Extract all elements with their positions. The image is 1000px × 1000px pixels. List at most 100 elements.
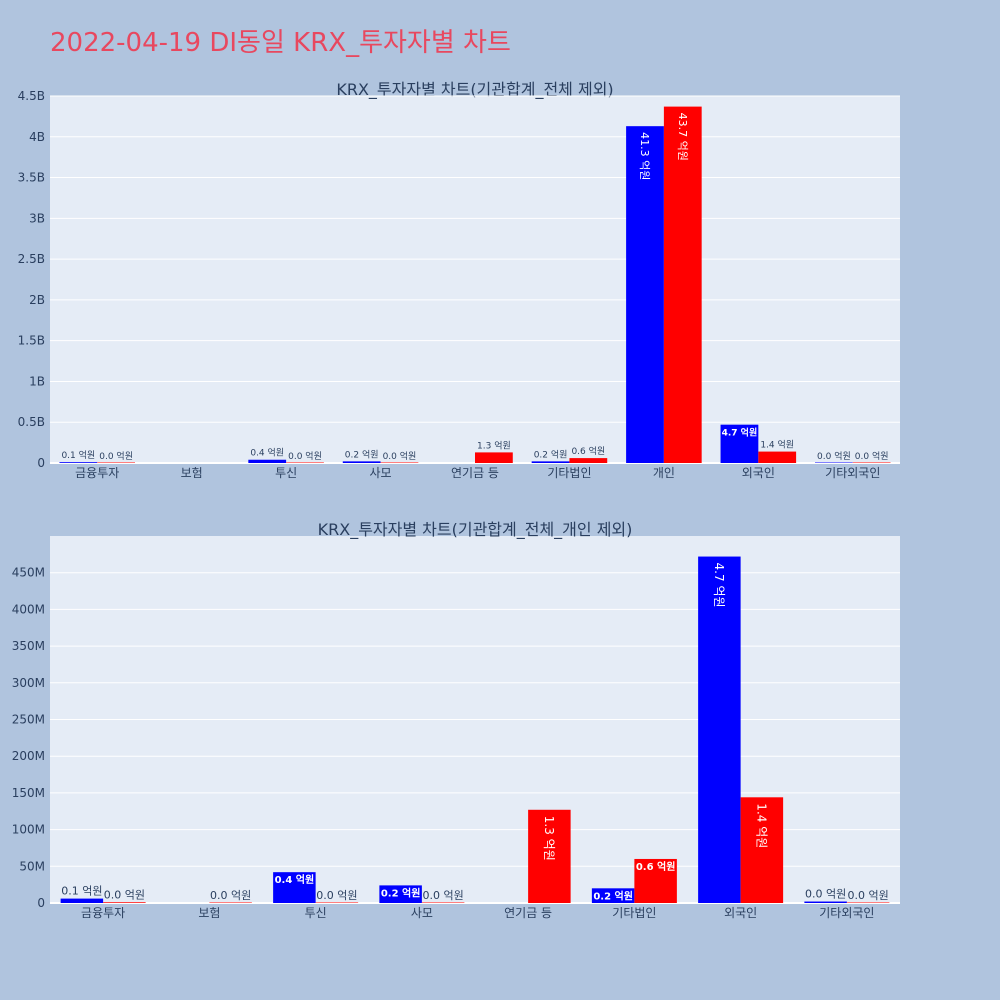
bar-value-label: 0.6 억원 <box>571 445 605 457</box>
y-tick-label: 300M <box>12 676 45 690</box>
bar-value-label: 4.7 억원 <box>712 563 726 608</box>
bar-value-label: 0.2 억원 <box>345 448 379 460</box>
x-tick-label: 기타법인 <box>612 906 656 920</box>
x-tick-label: 기타외국인 <box>825 466 880 480</box>
y-tick-label: 1B <box>29 374 45 388</box>
bar-sell <box>209 902 252 903</box>
bar-value-label: 0.0 억원 <box>104 888 145 901</box>
y-tick-label: 250M <box>12 713 45 727</box>
bar-sell <box>758 451 797 463</box>
bar-buy <box>804 901 847 903</box>
bar-buy <box>273 872 316 903</box>
bar-sell <box>569 458 608 463</box>
x-tick-label: 사모 <box>411 906 433 920</box>
chart-title: KRX_투자자별 차트(기관합계_전체_개인 제외) <box>318 520 633 540</box>
bar-sell <box>475 452 513 463</box>
y-tick-label: 3.5B <box>18 171 45 185</box>
x-tick-label: 외국인 <box>742 466 775 480</box>
x-tick-label: 기타법인 <box>547 466 591 480</box>
y-tick-label: 3B <box>29 211 45 225</box>
y-tick-label: 0 <box>37 896 45 910</box>
y-tick-label: 1.5B <box>18 334 45 348</box>
bar-sell <box>663 106 702 463</box>
bar-value-label: 0.0 억원 <box>805 888 846 901</box>
x-tick-label: 외국인 <box>724 906 757 920</box>
bar-buy <box>248 459 287 463</box>
bar-sell <box>634 858 677 903</box>
bar-value-label: 1.3 억원 <box>542 816 556 861</box>
bar-value-label: 0.0 억원 <box>210 889 251 902</box>
y-tick-label: 2.5B <box>18 252 45 266</box>
chart-title: KRX_투자자별 차트(기관합계_전체 제외) <box>336 80 613 100</box>
y-tick-label: 0 <box>37 456 45 470</box>
x-tick-label: 금융투자 <box>75 466 119 480</box>
x-tick-label: 연기금 등 <box>451 466 499 480</box>
y-tick-label: 450M <box>12 566 45 580</box>
bar-value-label: 4.7 억원 <box>722 427 758 439</box>
y-tick-label: 150M <box>12 786 45 800</box>
y-tick-label: 2B <box>29 293 45 307</box>
bar-value-label: 0.1 억원 <box>61 449 95 461</box>
bar-value-label: 0.6 억원 <box>636 860 676 873</box>
x-tick-label: 개인 <box>653 466 675 480</box>
bar-value-label: 0.2 억원 <box>593 889 633 902</box>
bar-value-label: 0.0 억원 <box>423 889 464 902</box>
bar-sell <box>852 462 891 463</box>
bar-sell <box>846 902 890 903</box>
bar-value-label: 43.7 억원 <box>676 113 689 161</box>
x-tick-label: 보험 <box>181 466 203 480</box>
bar-buy <box>342 461 381 463</box>
y-tick-label: 350M <box>12 639 45 653</box>
bar-sell <box>103 902 146 903</box>
bar-buy <box>591 888 635 903</box>
x-tick-label: 금융투자 <box>81 906 125 920</box>
bar-sell <box>380 462 419 463</box>
bar-sell <box>528 809 571 903</box>
bar-value-label: 1.3 억원 <box>477 439 511 451</box>
y-tick-label: 50M <box>19 859 45 873</box>
bar-value-label: 1.4 억원 <box>755 803 769 848</box>
x-tick-label: 투신 <box>275 466 297 480</box>
bar-buy <box>815 462 853 463</box>
y-tick-label: 4.5B <box>18 89 45 103</box>
bar-value-label: 0.4 억원 <box>250 447 284 459</box>
y-tick-label: 200M <box>12 749 45 763</box>
bar-value-label: 0.0 억원 <box>817 450 851 462</box>
x-tick-label: 기타외국인 <box>819 906 874 920</box>
y-tick-label: 4B <box>29 130 45 144</box>
bar-sell <box>97 462 135 463</box>
bar-buy <box>720 424 759 463</box>
page-title: 2022-04-19 DI동일 KRX_투자자별 차트 <box>50 28 511 58</box>
bar-value-label: 0.0 억원 <box>99 450 133 462</box>
bar-value-label: 41.3 억원 <box>638 132 651 180</box>
bar-sell <box>740 797 784 903</box>
bar-value-label: 0.0 억원 <box>288 450 322 462</box>
bar-value-label: 0.1 억원 <box>61 885 102 898</box>
bar-buy <box>698 556 741 903</box>
bar-sell <box>315 902 359 903</box>
bar-sell <box>421 902 465 903</box>
bar-value-label: 0.0 억원 <box>383 450 417 462</box>
bar-buy <box>59 462 98 463</box>
bar-value-label: 0.0 억원 <box>848 889 889 902</box>
x-tick-label: 사모 <box>370 466 392 480</box>
chart-excluding-individuals: KRX_투자자별 차트(기관합계_전체_개인 제외) 0 50M 100M 150M 20… <box>12 520 900 920</box>
y-tick-label: 400M <box>12 602 45 616</box>
chart-all-investors: KRX_투자자별 차트(기관합계_전체 제외) 0 0.5B 1B 1.5B 2B 2.5B… <box>18 80 900 480</box>
bar-value-label: 0.0 억원 <box>316 889 357 902</box>
bar-buy <box>379 885 422 903</box>
bar-value-label: 0.2 억원 <box>381 886 421 899</box>
x-tick-label: 연기금 등 <box>504 906 552 920</box>
bar-buy <box>60 898 104 903</box>
bar-buy <box>626 126 664 464</box>
y-tick-label: 0.5B <box>18 415 45 429</box>
bar-buy <box>531 461 570 463</box>
bar-value-label: 1.4 억원 <box>760 439 794 451</box>
x-tick-label: 보험 <box>198 906 220 920</box>
y-tick-label: 100M <box>12 823 45 837</box>
plot-area <box>50 96 900 463</box>
bar-value-label: 0.2 억원 <box>534 448 568 460</box>
bar-value-label: 0.0 억원 <box>855 450 889 462</box>
x-tick-label: 투신 <box>305 906 327 920</box>
bar-sell <box>286 462 324 463</box>
